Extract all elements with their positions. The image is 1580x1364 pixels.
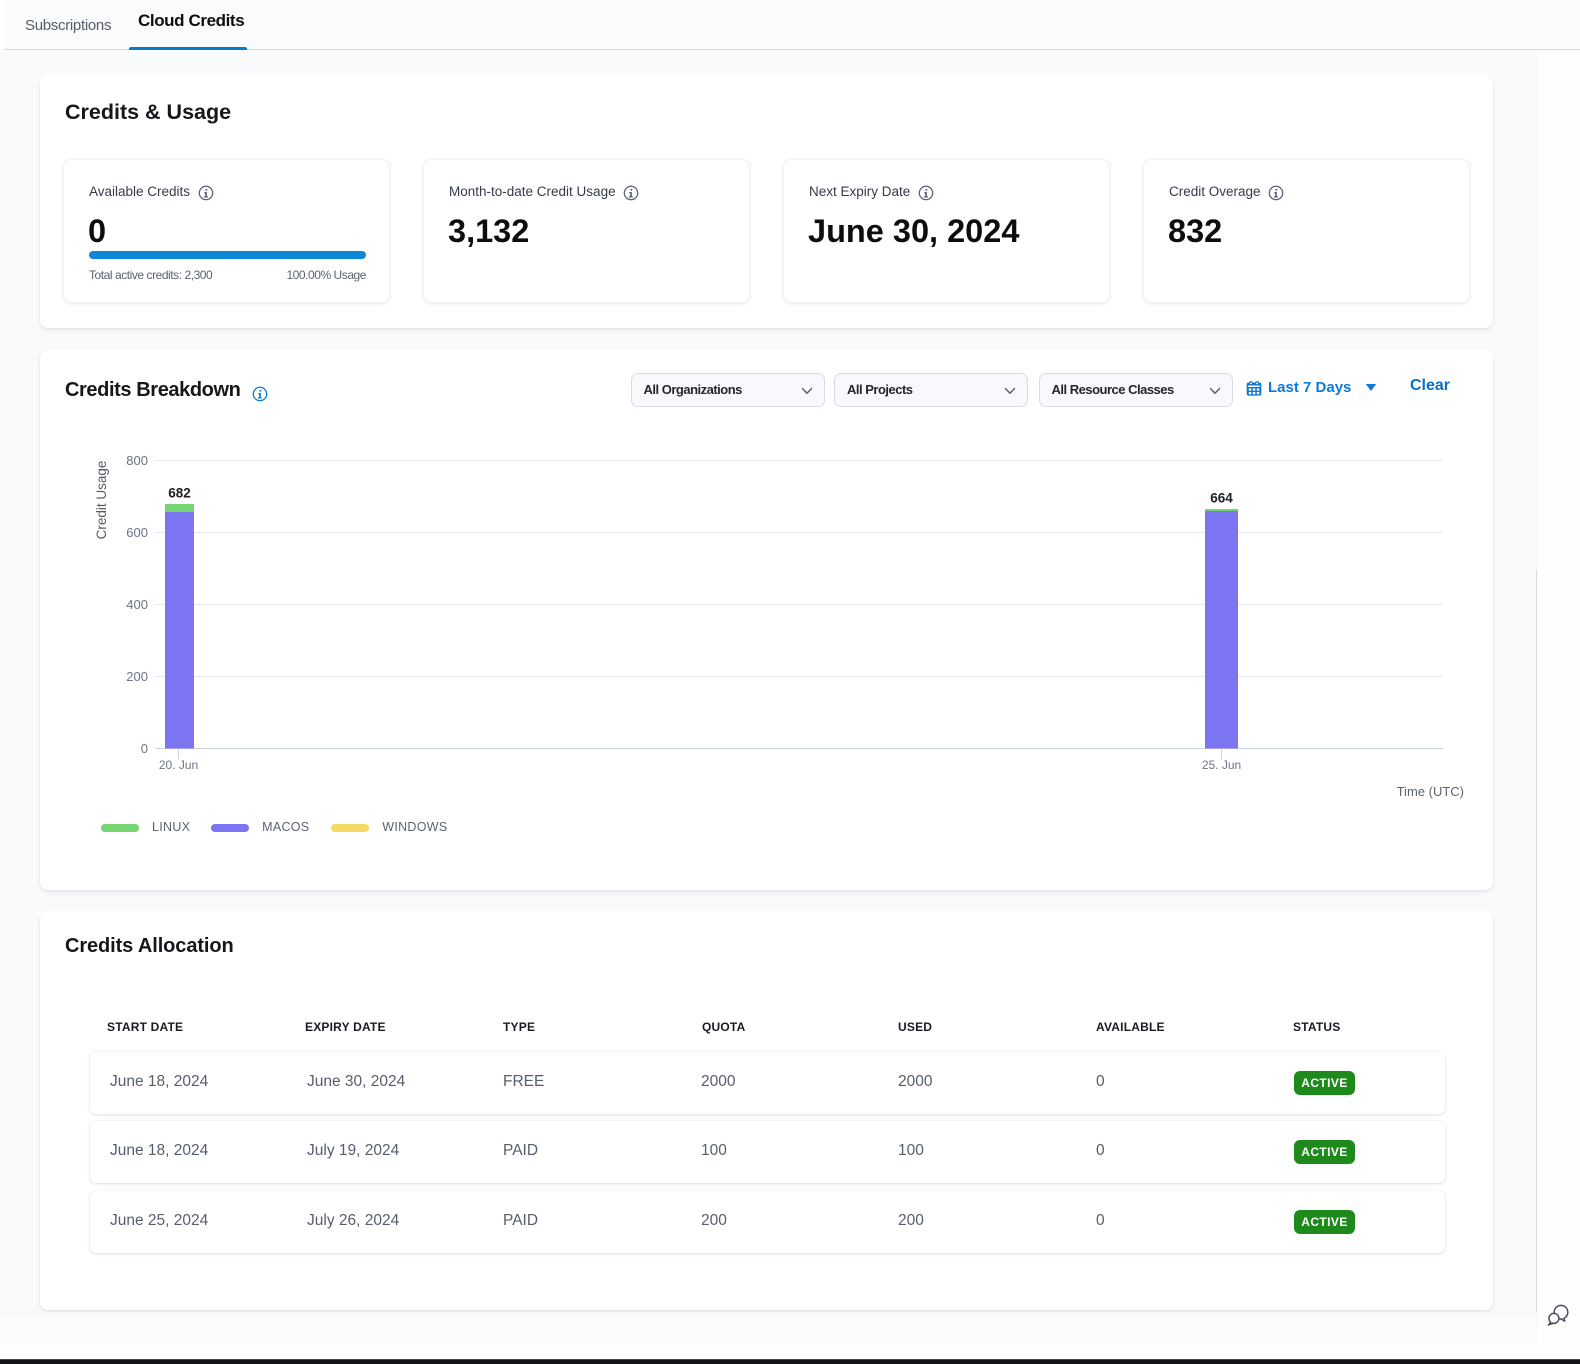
svg-text:664: 664 (1210, 491, 1233, 506)
svg-text:800: 800 (126, 453, 148, 468)
svg-text:600: 600 (126, 525, 148, 540)
svg-text:400: 400 (126, 597, 148, 612)
svg-text:0: 0 (141, 741, 148, 756)
svg-text:25. Jun: 25. Jun (1202, 758, 1241, 772)
svg-text:200: 200 (126, 669, 148, 684)
svg-text:Credit Usage: Credit Usage (94, 461, 109, 540)
svg-text:20. Jun: 20. Jun (159, 758, 198, 772)
svg-text:682: 682 (168, 486, 191, 501)
svg-text:Time (UTC): Time (UTC) (1397, 784, 1464, 799)
